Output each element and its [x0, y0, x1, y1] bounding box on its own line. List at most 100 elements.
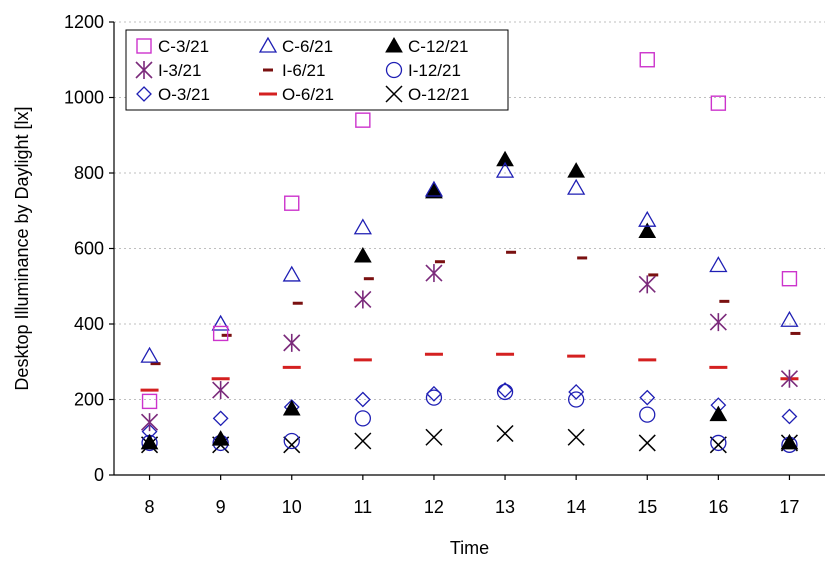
point-i-3-21-16	[709, 313, 727, 332]
y-tick-label-600: 600	[74, 239, 104, 259]
x-tick-label-8: 8	[145, 497, 155, 517]
legend-item-c-3-21: C-3/21	[136, 37, 209, 56]
point-c-6-21-12	[424, 180, 444, 197]
legend-item-c-6-21: C-6/21	[258, 36, 333, 56]
point-c-12-21-9	[211, 430, 230, 446]
legend-label-c-6-21: C-6/21	[282, 37, 333, 56]
point-o-12-21-13	[496, 424, 514, 443]
point-c-6-21-14	[567, 178, 586, 195]
y-tick-label-400: 400	[74, 314, 104, 334]
data-points	[140, 52, 801, 454]
point-c-3-21-8	[141, 393, 158, 410]
point-i-3-21-12	[425, 264, 443, 283]
point-c-6-21-17	[780, 310, 799, 327]
y-tick-label-1200: 1200	[64, 12, 104, 32]
point-c-3-21-10	[284, 195, 300, 211]
point-c-12-21-11	[353, 247, 372, 263]
legend-label-o-6-21: O-6/21	[282, 85, 334, 104]
point-i-3-21-10	[283, 333, 301, 352]
point-i-3-21-17	[780, 369, 799, 388]
point-o-3-21-17	[781, 408, 798, 425]
y-axis-title: Desktop Illuminance by Daylight [lx]	[12, 106, 32, 390]
point-c-6-21-16	[709, 256, 728, 273]
y-tick-label-800: 800	[74, 163, 104, 183]
legend-item-o-6-21: O-6/21	[259, 85, 334, 104]
point-c-3-21-16	[710, 95, 727, 111]
point-i-12-21-11	[354, 410, 372, 427]
point-i-12-21-16	[710, 434, 727, 452]
point-i-3-21-11	[354, 290, 372, 309]
point-c-12-21-8	[140, 433, 159, 450]
point-o-3-21-11	[354, 391, 371, 408]
x-tick-label-10: 10	[282, 497, 302, 517]
legend-label-o-3-21: O-3/21	[158, 85, 210, 104]
legend-item-i-3-21: I-3/21	[135, 61, 201, 80]
point-o-12-21-14	[567, 428, 585, 446]
legend-label-c-3-21: C-3/21	[158, 37, 209, 56]
point-c-12-21-16	[709, 405, 728, 422]
point-c-12-21-17	[780, 433, 799, 450]
legend-marker-o-3-21	[136, 86, 152, 102]
legend-label-c-12-21: C-12/21	[408, 37, 468, 56]
point-o-3-21-12	[426, 385, 442, 402]
point-c-6-21-13	[495, 161, 515, 178]
x-tick-label-17: 17	[779, 497, 799, 517]
legend-marker-c-12-21	[385, 36, 403, 53]
x-tick-label-15: 15	[637, 497, 657, 517]
point-i-3-21-9	[212, 381, 230, 400]
x-tick-label-11: 11	[354, 497, 373, 517]
point-c-6-21-15	[638, 210, 657, 227]
point-i-12-21-10	[283, 432, 300, 450]
legend-item-o-12-21: O-12/21	[385, 85, 469, 104]
y-tick-label-200: 200	[74, 390, 104, 410]
x-tick-label-12: 12	[424, 497, 444, 517]
point-c-3-21-15	[639, 52, 655, 68]
legend-marker-i-12-21	[385, 61, 403, 79]
point-o-12-21-11	[354, 432, 372, 450]
legend-item-c-12-21: C-12/21	[385, 36, 468, 56]
axes	[109, 21, 825, 480]
point-i-12-21-12	[425, 389, 443, 406]
legend-marker-c-6-21	[258, 36, 278, 53]
point-i-3-21-15	[638, 275, 656, 294]
point-i-3-21-8	[140, 413, 159, 432]
x-tick-label-9: 9	[216, 497, 226, 517]
point-c-6-21-9	[211, 314, 230, 331]
point-c-6-21-11	[353, 218, 372, 235]
point-c-6-21-8	[140, 346, 159, 363]
legend-marker-c-3-21	[136, 38, 152, 54]
point-c-3-21-9	[212, 325, 229, 342]
point-c-6-21-10	[282, 265, 301, 282]
point-c-12-21-13	[496, 150, 514, 167]
point-o-3-21-15	[639, 389, 656, 406]
legend-box	[125, 29, 509, 111]
tick-labels: 0 200 400 600 800 1000 1200 8 9 10 11 12 13 14 15 16 17	[64, 12, 800, 517]
point-i-12-21-13	[496, 383, 514, 401]
legend-item-i-6-21: I-6/21	[263, 61, 325, 80]
point-o-12-21-15	[638, 434, 656, 452]
y-tick-label-0: 0	[94, 465, 104, 485]
point-i-12-21-15	[639, 406, 656, 423]
legend: C-3/21 C-6/21 C-12/21 I-3/21 I-6/21 I-12/21 O-…	[125, 29, 509, 111]
legend-label-i-3-21: I-3/21	[158, 61, 201, 80]
point-c-3-21-11	[355, 112, 371, 128]
point-c-12-21-15	[638, 222, 657, 239]
legend-item-o-3-21: O-3/21	[136, 85, 210, 104]
x-axis-title: Time	[450, 538, 489, 558]
legend-marker-o-12-21	[385, 85, 403, 103]
point-o-3-21-9	[212, 410, 229, 427]
legend-label-o-12-21: O-12/21	[408, 85, 469, 104]
point-o-12-21-16	[709, 436, 727, 454]
point-o-12-21-12	[425, 428, 443, 446]
point-c-12-21-12	[425, 182, 443, 199]
y-tick-label-1000: 1000	[64, 88, 104, 108]
point-c-3-21-17	[781, 271, 798, 287]
point-o-3-21-13	[497, 382, 513, 398]
x-tick-label-13: 13	[495, 497, 515, 517]
x-tick-label-16: 16	[708, 497, 728, 517]
point-c-12-21-14	[567, 162, 586, 178]
point-c-12-21-10	[282, 399, 301, 416]
legend-label-i-12-21: I-12/21	[408, 61, 461, 80]
point-o-3-21-14	[568, 384, 585, 400]
